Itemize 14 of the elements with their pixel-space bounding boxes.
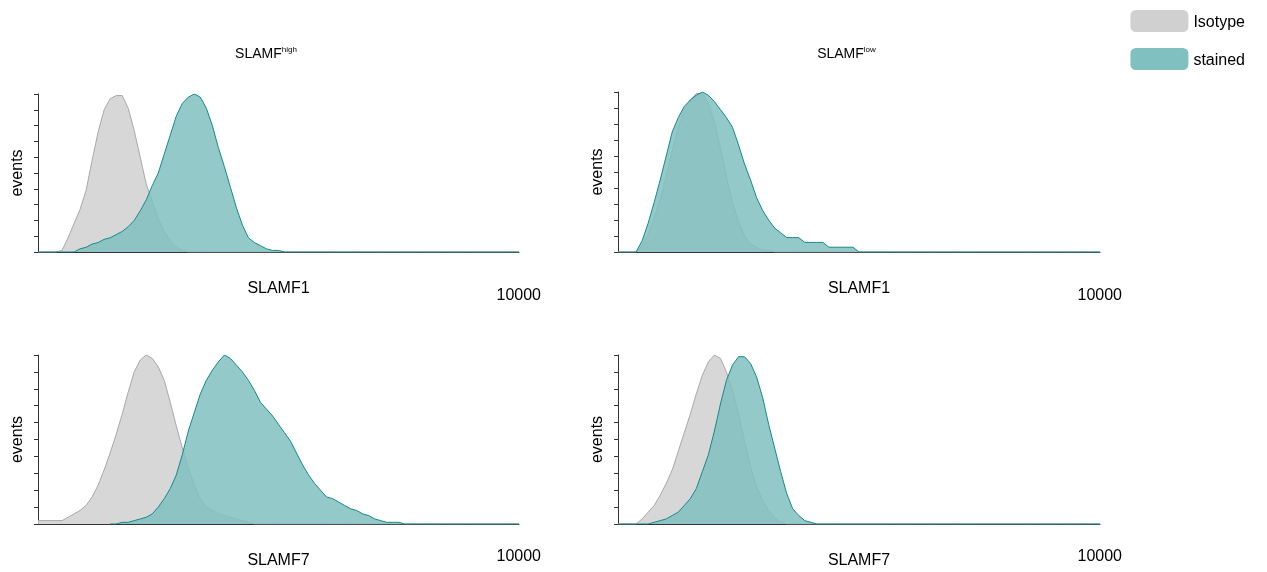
legend-label: Isotype [1193, 12, 1246, 30]
y-axis-title: events [7, 149, 25, 197]
y-axis-title: events [7, 415, 25, 464]
x-axis-title: SLAMF7 [827, 550, 891, 568]
y-axis-title: events [587, 415, 605, 464]
text: 10000 [496, 546, 542, 564]
y-axis-title: events [587, 148, 605, 196]
text: 10000 [496, 285, 542, 303]
x-axis-title: SLAMF7 [247, 550, 310, 568]
legend-label: stained [1193, 50, 1245, 68]
text: 10000 [1077, 546, 1123, 564]
x-axis-title: SLAMF1 [247, 278, 310, 296]
x-axis-title: SLAMF1 [827, 278, 891, 296]
text: 10000 [1077, 285, 1123, 303]
